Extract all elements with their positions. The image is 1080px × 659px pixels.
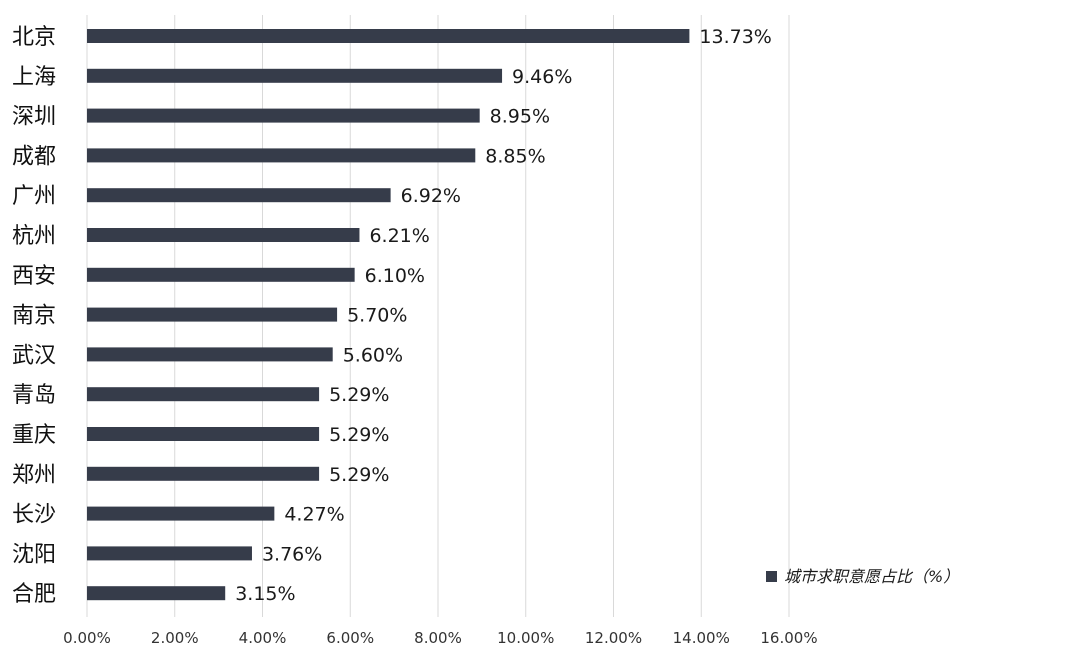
category-label: 重庆: [12, 423, 56, 448]
legend-swatch: [766, 571, 777, 582]
x-tick-label: 6.00%: [326, 629, 374, 647]
x-tick-labels: 0.00% 2.00% 4.00% 6.00% 8.00% 10.00% 12.00% 14.…: [63, 629, 817, 647]
legend-label: 城市求职意愿占比（%）: [784, 567, 959, 586]
category-label: 北京: [12, 25, 56, 50]
x-tick-label: 16.00%: [760, 629, 817, 647]
category-label: 杭州: [12, 224, 56, 249]
value-label: 5.60%: [343, 344, 403, 366]
x-tick-label: 4.00%: [239, 629, 287, 647]
bar: [87, 267, 355, 282]
value-label: 6.92%: [401, 185, 461, 207]
value-label: 5.29%: [329, 384, 389, 406]
bar: [87, 546, 252, 561]
category-label: 南京: [12, 304, 56, 329]
value-label: 8.85%: [485, 145, 545, 167]
value-label: 13.73%: [699, 26, 771, 48]
x-tick-label: 8.00%: [414, 629, 462, 647]
x-tick-label: 0.00%: [63, 629, 111, 647]
category-label: 广州: [12, 184, 56, 209]
bar: [87, 347, 333, 362]
value-label: 5.29%: [329, 464, 389, 486]
bar: [87, 188, 391, 203]
bar: [87, 506, 275, 521]
category-label: 合肥: [12, 582, 56, 607]
bar: [87, 108, 480, 123]
bar: [87, 586, 226, 601]
value-label: 4.27%: [284, 504, 344, 526]
value-label: 3.15%: [235, 583, 295, 605]
bar: [87, 29, 690, 43]
category-label: 深圳: [12, 105, 56, 130]
category-label: 成都: [12, 144, 56, 169]
bar: [87, 307, 338, 322]
value-label: 6.10%: [365, 265, 425, 287]
value-label: 6.21%: [369, 225, 429, 247]
category-label: 沈阳: [12, 542, 56, 567]
category-label: 上海: [12, 65, 56, 90]
bar: [87, 466, 320, 481]
value-label: 5.29%: [329, 424, 389, 446]
value-label: 5.70%: [347, 305, 407, 327]
category-label: 郑州: [12, 463, 56, 488]
bar: [87, 427, 320, 441]
value-label: 9.46%: [512, 66, 572, 88]
x-tick-label: 14.00%: [673, 629, 730, 647]
bar: [87, 387, 320, 402]
legend: 城市求职意愿占比（%）: [766, 567, 959, 586]
category-label: 长沙: [12, 503, 56, 528]
bar: [87, 228, 360, 242]
bars: [87, 29, 690, 601]
bar: [87, 68, 503, 83]
x-tick-label: 12.00%: [585, 629, 642, 647]
x-tick-label: 2.00%: [151, 629, 199, 647]
x-tick-label: 10.00%: [497, 629, 554, 647]
bar: [87, 148, 476, 163]
value-labels: 13.73% 9.46% 8.95% 8.85% 6.92% 6.21% 6.10% 5.70…: [235, 26, 772, 605]
category-label: 青岛: [12, 383, 56, 408]
category-label: 武汉: [12, 343, 56, 368]
value-label: 3.76%: [262, 543, 322, 565]
value-label: 8.95%: [490, 106, 550, 128]
category-label: 西安: [12, 264, 56, 289]
